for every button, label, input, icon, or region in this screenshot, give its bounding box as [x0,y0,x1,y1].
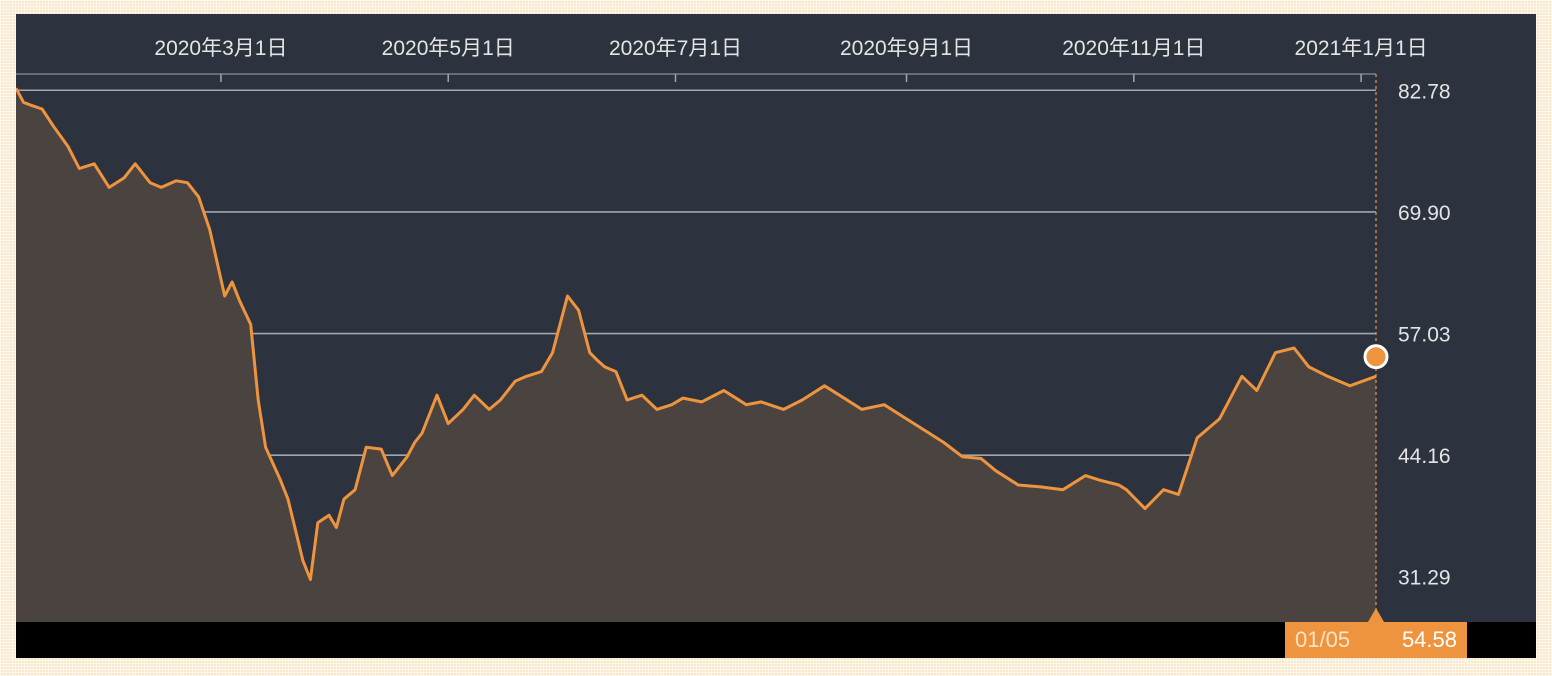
price-chart: 2020年3月1日 2020年5月1日 2020年7月1日 2020年9月1日 2020… [16,37,1451,622]
chart-panel: 2020年3月1日 2020年5月1日 2020年7月1日 2020年9月1日 2020… [16,14,1536,622]
bottom-bar [16,622,1536,658]
y-tick-label: 57.03 [1398,324,1451,347]
value-readout: 01/05 54.58 [1285,622,1467,658]
series-line [16,87,1377,581]
readout-pointer [1368,608,1384,622]
marker-layer[interactable] [1363,74,1389,622]
x-tick-label: 2020年11月1日 [1062,37,1205,60]
x-tick-label: 2020年5月1日 [382,37,515,60]
x-axis: 2020年3月1日 2020年5月1日 2020年7月1日 2020年9月1日 2020… [16,37,1428,82]
series-area [16,88,1376,622]
y-tick-label: 82.78 [1398,80,1451,103]
highlight-point[interactable] [1363,344,1389,370]
x-tick-label: 2021年1月1日 [1295,37,1428,60]
x-tick-label: 2020年3月1日 [154,37,287,60]
y-tick-label: 31.29 [1398,567,1451,590]
x-tick-label: 2020年9月1日 [840,37,973,60]
y-axis: 82.78 69.90 57.03 44.16 31.29 [1398,80,1451,589]
readout-value: 54.58 [1401,627,1457,652]
area-layer [16,87,1377,622]
y-tick-label: 44.16 [1398,445,1451,468]
readout-date: 01/05 [1295,627,1351,652]
x-tick-label: 2020年7月1日 [609,37,742,60]
y-tick-label: 69.90 [1398,202,1451,225]
